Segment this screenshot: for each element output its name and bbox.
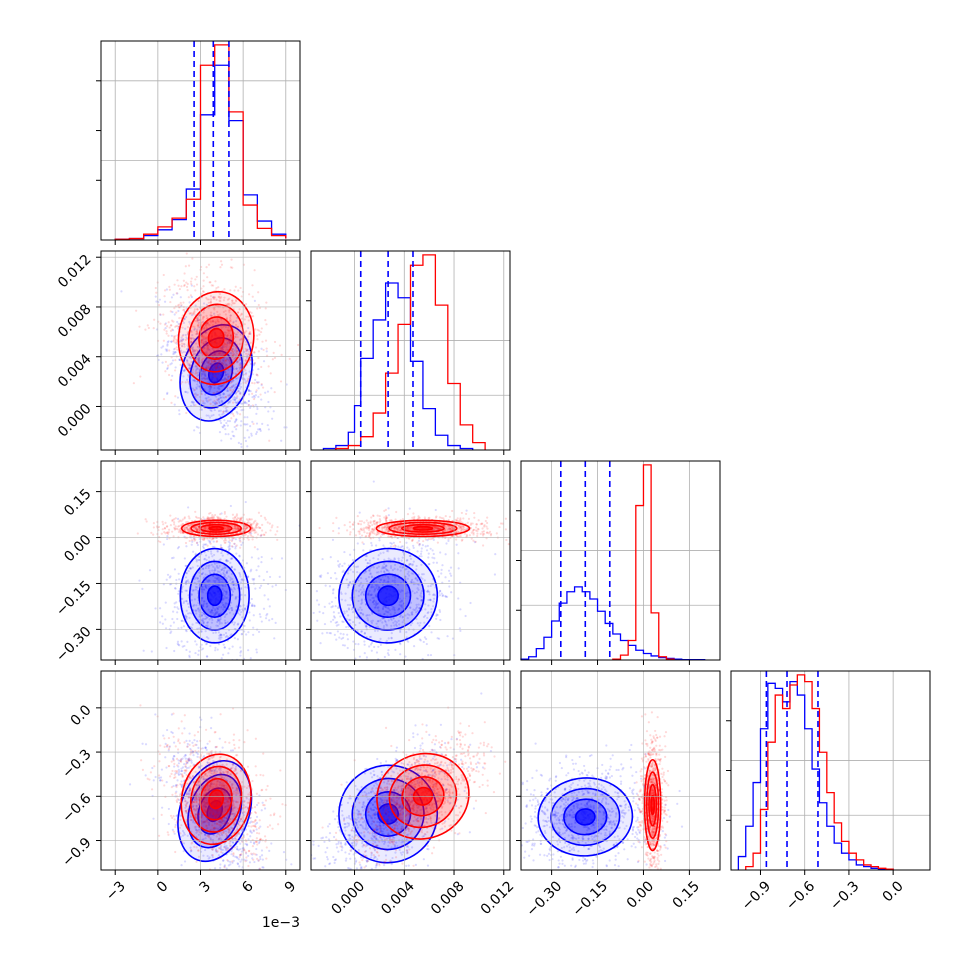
scatter-panel-0-3 — [100, 670, 301, 871]
y-tick-label: 0.000 — [55, 401, 95, 441]
contour-series-1 — [400, 523, 445, 533]
x-tick-label: 0.15 — [670, 878, 703, 911]
panel-frame — [310, 250, 511, 451]
contour-series-0 — [574, 808, 596, 826]
density-fill — [207, 586, 222, 606]
y-tick-label: 0.15 — [61, 486, 94, 519]
contour-series-0 — [550, 787, 621, 847]
contour-series-1 — [180, 519, 252, 538]
histogram-series-0 — [737, 680, 894, 870]
hist-panel-3 — [726, 670, 931, 871]
contour-series-1 — [198, 316, 235, 360]
contour-series-1 — [388, 764, 458, 829]
panel-frame — [520, 670, 721, 871]
hist-panel-0 — [96, 40, 301, 241]
contour-series-1 — [643, 758, 662, 852]
x-tick-label: 0.008 — [428, 878, 468, 918]
contour-series-0 — [198, 573, 232, 618]
x-tick-label: 0.0 — [880, 878, 907, 905]
y-tick-label: 0.004 — [55, 351, 95, 391]
density-fill — [575, 808, 595, 825]
contour-series-0 — [563, 798, 608, 836]
contour-series-1 — [645, 771, 660, 839]
panel-frame — [310, 460, 511, 661]
contour-series-1 — [412, 525, 434, 531]
x-tick-label: 9 — [282, 878, 300, 896]
contour-series-0 — [338, 547, 439, 644]
contour-series-1 — [190, 765, 243, 833]
hist-panel-2 — [516, 460, 721, 661]
scatter-panel-0-2 — [100, 460, 301, 661]
contour-series-0 — [177, 759, 253, 863]
histogram-series-0 — [322, 282, 474, 450]
scatter-panel-1-2 — [310, 460, 511, 661]
x-tick-label: 0.000 — [328, 878, 368, 918]
x-tick-label: 0.004 — [378, 878, 418, 918]
scatter-panel-1-3 — [310, 670, 511, 871]
histogram-series-1 — [612, 464, 675, 660]
y-tick-label: −0.9 — [59, 835, 94, 870]
x-tick-label: −0.3 — [827, 878, 862, 913]
scatter-panel-2-3 — [520, 670, 721, 871]
contour-series-1 — [190, 521, 242, 536]
y-tick-label: −0.3 — [59, 746, 94, 781]
x-tick-label: −0.15 — [569, 878, 611, 920]
contour-series-1 — [412, 786, 434, 806]
y-tick-label: 0.012 — [55, 252, 95, 292]
panel-frame — [730, 670, 931, 871]
contour-series-0 — [364, 573, 412, 618]
contour-series-1 — [208, 525, 224, 531]
histogram-series-1 — [114, 44, 287, 240]
x-tick-label: −0.30 — [524, 878, 566, 920]
density-fill — [209, 790, 224, 809]
x-tick-label: −0.9 — [739, 878, 774, 913]
x-tick-label: 6 — [239, 878, 257, 896]
histogram-series-1 — [745, 674, 894, 870]
x-tick-label: 0.012 — [478, 878, 518, 918]
x-tick-label: −0.6 — [783, 878, 818, 913]
contour-series-0 — [189, 337, 244, 409]
y-tick-label: 0.00 — [61, 532, 94, 565]
x-tick-label: 0.00 — [624, 878, 657, 911]
hist-panel-1 — [306, 250, 511, 451]
density-fill — [208, 328, 224, 348]
contour-series-0 — [377, 803, 399, 825]
y-tick-label: 0.008 — [55, 301, 95, 341]
contour-series-1 — [207, 327, 225, 349]
contour-series-1 — [375, 519, 471, 538]
panel-frame — [520, 460, 721, 661]
contour-series-1 — [388, 521, 458, 536]
x-tick-label: 3 — [196, 878, 214, 896]
density-fill — [208, 363, 224, 383]
contour-series-0 — [364, 791, 412, 837]
panel-frame — [310, 670, 511, 871]
contour-series-1 — [650, 795, 656, 816]
y-tick-label: 0.0 — [68, 702, 95, 729]
y-tick-label: −0.30 — [53, 624, 95, 666]
x-tick-label: −3 — [103, 878, 129, 904]
contour-series-0 — [179, 547, 250, 644]
y-tick-label: −0.15 — [53, 578, 95, 620]
histogram-series-0 — [520, 586, 706, 661]
contour-series-1 — [208, 789, 225, 810]
contour-series-0 — [377, 585, 399, 607]
contour-series-0 — [188, 560, 241, 631]
x-offset-label: 1e−3 — [262, 915, 300, 931]
contour-series-0 — [206, 585, 223, 607]
contour-series-1 — [180, 753, 252, 846]
contour-series-1 — [648, 783, 658, 827]
scatter-panel-0-1 — [100, 250, 301, 451]
density-fill — [378, 586, 399, 606]
y-tick-label: −0.6 — [59, 791, 94, 826]
contour-series-1 — [177, 290, 255, 386]
contour-series-1 — [401, 776, 445, 817]
x-tick-label: 0 — [154, 878, 172, 896]
contour-series-1 — [376, 752, 470, 840]
contour-series-0 — [537, 777, 634, 857]
